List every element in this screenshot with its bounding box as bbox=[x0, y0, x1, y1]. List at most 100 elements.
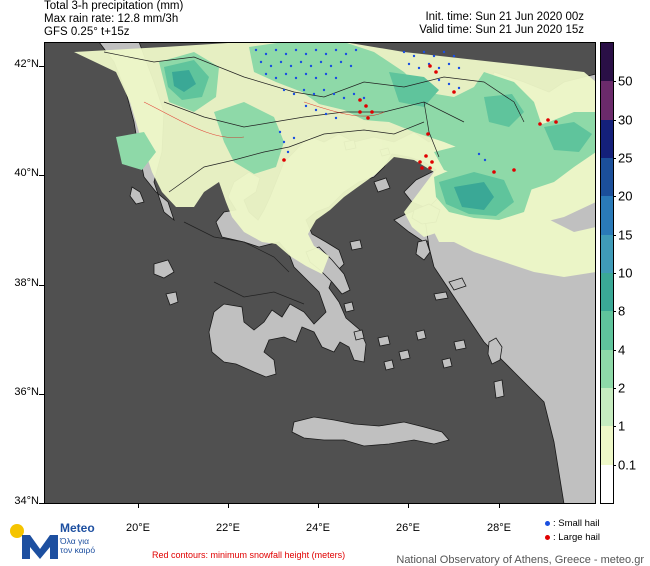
credit-line: National Observatory of Athens, Greece -… bbox=[396, 554, 644, 566]
colorbar-tick bbox=[613, 273, 616, 274]
colorbar-label: 30 bbox=[618, 112, 633, 128]
small-hail-legend: : Small hail bbox=[545, 518, 599, 529]
small-hail-points bbox=[254, 48, 487, 162]
colorbar-tick bbox=[613, 81, 616, 83]
logo-tagline-1: Όλα για bbox=[60, 536, 90, 546]
colorbar-tick bbox=[613, 119, 616, 121]
lat-tick bbox=[39, 503, 44, 504]
colorbar-tick bbox=[613, 464, 616, 466]
colorbar-label: 2 bbox=[618, 380, 626, 396]
colorbar-tick bbox=[613, 349, 616, 351]
valid-time: Valid time: Sun 21 Jun 2020 15z bbox=[419, 24, 584, 36]
large-hail-dot-icon bbox=[545, 534, 550, 540]
colorbar-tick bbox=[613, 234, 616, 236]
colorbar-label: 50 bbox=[618, 73, 633, 89]
lat-label-38: 38°N bbox=[14, 277, 39, 289]
lon-label-28: 28°E bbox=[487, 522, 511, 534]
colorbar-segment bbox=[601, 196, 613, 236]
lon-tick bbox=[408, 504, 409, 508]
lon-label-20: 20°E bbox=[126, 522, 150, 534]
zakynthos bbox=[165, 291, 179, 306]
colorbar-label: 20 bbox=[618, 188, 633, 204]
lat-tick bbox=[39, 394, 44, 395]
logo-m-icon bbox=[22, 535, 58, 559]
cyclades-4 bbox=[383, 359, 395, 371]
small-hail-dot-icon bbox=[545, 520, 550, 526]
dodecanese-1 bbox=[453, 339, 467, 351]
logo-tagline-2: τον καιρό bbox=[60, 545, 96, 555]
colorbar-segment bbox=[601, 426, 613, 466]
small-hail-label: : Small hail bbox=[553, 518, 600, 529]
meteo-logo bbox=[10, 524, 58, 559]
colorbar-segment bbox=[601, 234, 613, 274]
colorbar-tick bbox=[613, 158, 616, 159]
karpathos bbox=[493, 379, 505, 399]
colorbar-segment bbox=[601, 464, 613, 504]
lat-label-34: 34°N bbox=[14, 495, 39, 507]
colorbar-label: 0.1 bbox=[618, 457, 637, 473]
colorbar-segment bbox=[601, 43, 613, 82]
lon-label-22: 22°E bbox=[216, 522, 240, 534]
skiros bbox=[349, 239, 363, 251]
init-time: Init. time: Sun 21 Jun 2020 00z bbox=[425, 11, 584, 23]
large-hail-legend: : Large hail bbox=[545, 532, 600, 543]
colorbar-tick bbox=[613, 311, 616, 313]
lat-tick bbox=[39, 66, 44, 67]
lat-tick bbox=[39, 285, 44, 286]
colorbar-tick bbox=[613, 196, 616, 198]
colorbar-segment bbox=[601, 388, 613, 427]
map-title: Total 3-h precipitation (mm) bbox=[44, 0, 184, 12]
dodecanese-2 bbox=[441, 357, 453, 369]
country-borders bbox=[103, 51, 525, 305]
max-rain-rate: Max rain rate: 12.8 mm/3h bbox=[44, 13, 179, 25]
logo-sun-icon bbox=[10, 524, 24, 538]
large-hail-label: : Large hail bbox=[553, 532, 601, 543]
colorbar-label: 4 bbox=[618, 342, 626, 358]
colorbar bbox=[600, 42, 614, 504]
colorbar-label: 1 bbox=[618, 418, 626, 434]
precipitation-map bbox=[44, 42, 596, 504]
large-hail-points bbox=[282, 64, 558, 174]
logo-tagline: Όλα για τον καιρό bbox=[60, 537, 95, 555]
chios bbox=[415, 239, 431, 261]
colorbar-segment bbox=[601, 311, 613, 351]
colorbar-tick bbox=[613, 426, 616, 428]
lat-label-42: 42°N bbox=[14, 58, 39, 70]
colorbar-segment bbox=[601, 273, 613, 312]
colorbar-tick bbox=[613, 388, 616, 389]
lon-label-24: 24°E bbox=[306, 522, 330, 534]
colorbar-label: 10 bbox=[618, 265, 633, 281]
lon-tick bbox=[318, 504, 319, 508]
rhodes bbox=[487, 337, 503, 365]
colorbar-segment bbox=[601, 349, 613, 389]
header-left: Total 3-h precipitation (mm) Max rain ra… bbox=[44, 0, 183, 39]
colorbar-segment bbox=[601, 119, 613, 159]
logo-name: Meteo bbox=[60, 521, 95, 535]
lon-tick bbox=[228, 504, 229, 508]
lon-tick bbox=[499, 504, 500, 508]
ikaria bbox=[433, 291, 449, 301]
colorbar-segment bbox=[601, 158, 613, 197]
lemnos bbox=[373, 177, 391, 193]
colorbar-segment bbox=[601, 81, 613, 121]
model-run: GFS 0.25° t+15z bbox=[44, 26, 130, 38]
colorbar-label: 15 bbox=[618, 227, 633, 243]
cyclades-3 bbox=[398, 349, 411, 361]
snow-contours bbox=[143, 101, 385, 139]
corfu bbox=[129, 186, 145, 205]
lat-label-40: 40°N bbox=[14, 167, 39, 179]
lat-tick bbox=[39, 175, 44, 176]
lat-label-36: 36°N bbox=[14, 386, 39, 398]
samos bbox=[448, 277, 467, 291]
header-right: Init. time: Sun 21 Jun 2020 00z Valid ti… bbox=[419, 11, 584, 37]
lon-tick bbox=[138, 504, 139, 508]
cyclades-6 bbox=[343, 301, 355, 313]
map-frame bbox=[44, 42, 596, 504]
cyclades-5 bbox=[415, 329, 427, 341]
crete bbox=[291, 416, 450, 447]
precip-teal bbox=[172, 70, 494, 210]
colorbar-label: 8 bbox=[618, 303, 626, 319]
colorbar-label: 25 bbox=[618, 150, 633, 166]
snow-contour-note: Red contours: minimum snowfall height (m… bbox=[152, 550, 346, 560]
lon-label-26: 26°E bbox=[396, 522, 420, 534]
